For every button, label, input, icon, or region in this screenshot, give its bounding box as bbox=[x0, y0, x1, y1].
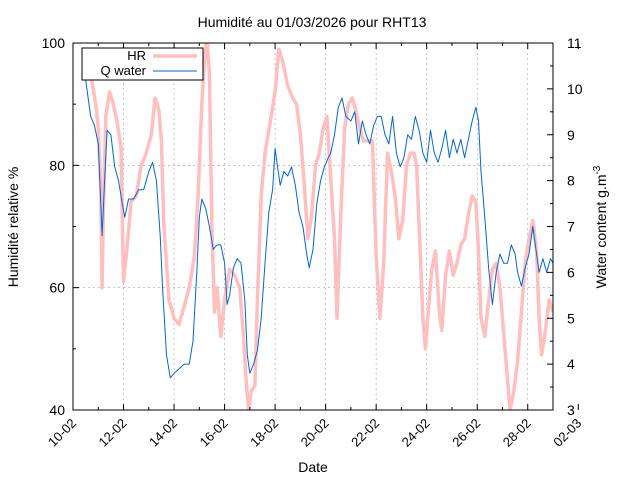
y-right-tick-label: 9 bbox=[567, 127, 575, 143]
y-axis-right-title-sup: -3 bbox=[592, 165, 603, 174]
series-line-qwater bbox=[85, 79, 553, 379]
y-right-tick-label: 6 bbox=[567, 264, 575, 280]
legend-label-hr: HR bbox=[127, 48, 146, 63]
y-right-tick-label: 11 bbox=[567, 35, 582, 51]
ticks bbox=[72, 42, 579, 411]
legend-label-qwater: Q water bbox=[100, 63, 146, 78]
y-right-tick-label: 4 bbox=[567, 356, 575, 372]
series-line-hr bbox=[83, 43, 553, 410]
y-axis-left-title: Humidité relative % bbox=[5, 167, 21, 288]
y-left-tick-label: 100 bbox=[42, 35, 66, 51]
y-right-tick-label: 10 bbox=[567, 81, 583, 97]
y-axis-right-title-main: Water content g.m bbox=[593, 175, 609, 289]
x-axis-title: Date bbox=[298, 459, 328, 475]
y-right-tick-label: 3 bbox=[567, 402, 575, 418]
y-left-tick-label: 60 bbox=[49, 280, 65, 296]
y-right-tick-label: 7 bbox=[567, 219, 575, 235]
chart-title: Humidité au 01/03/2026 pour RHT13 bbox=[198, 14, 427, 30]
series-layer bbox=[83, 43, 553, 410]
y-axis-right-title: Water content g.m-3 bbox=[592, 165, 609, 288]
y-left-tick-label: 80 bbox=[49, 157, 65, 173]
y-right-tick-label: 8 bbox=[567, 173, 575, 189]
legend-box bbox=[81, 47, 204, 81]
legend: HR Q water bbox=[81, 47, 204, 81]
y-right-tick-label: 5 bbox=[567, 310, 575, 326]
y-left-tick-label: 40 bbox=[49, 402, 65, 418]
